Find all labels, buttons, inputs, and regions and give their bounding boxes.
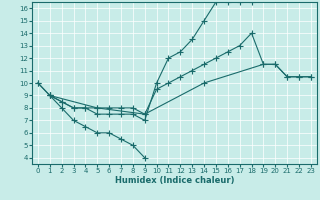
X-axis label: Humidex (Indice chaleur): Humidex (Indice chaleur) xyxy=(115,176,234,185)
